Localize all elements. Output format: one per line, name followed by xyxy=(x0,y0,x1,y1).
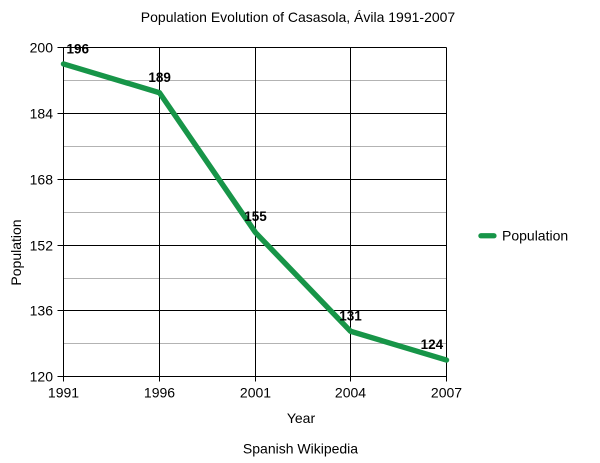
svg-text:168: 168 xyxy=(30,172,54,188)
svg-text:Year: Year xyxy=(287,410,316,426)
svg-text:120: 120 xyxy=(30,369,54,385)
svg-text:184: 184 xyxy=(30,106,54,122)
svg-text:1991: 1991 xyxy=(48,384,79,400)
svg-text:152: 152 xyxy=(30,238,54,254)
svg-text:155: 155 xyxy=(244,209,267,224)
svg-text:196: 196 xyxy=(67,42,90,57)
svg-text:131: 131 xyxy=(339,308,362,323)
svg-text:1996: 1996 xyxy=(144,384,175,400)
svg-text:136: 136 xyxy=(30,303,54,319)
svg-text:Population: Population xyxy=(8,219,24,285)
svg-text:Spanish Wikipedia: Spanish Wikipedia xyxy=(243,441,358,457)
svg-text:Population: Population xyxy=(502,227,568,243)
svg-text:2004: 2004 xyxy=(335,384,366,400)
svg-text:2001: 2001 xyxy=(240,384,271,400)
svg-text:Population Evolution of Casaso: Population Evolution of Casasola, Ávila … xyxy=(141,9,456,25)
svg-text:2007: 2007 xyxy=(431,384,462,400)
svg-text:200: 200 xyxy=(30,40,54,56)
svg-text:124: 124 xyxy=(421,337,444,352)
svg-text:189: 189 xyxy=(148,70,171,85)
